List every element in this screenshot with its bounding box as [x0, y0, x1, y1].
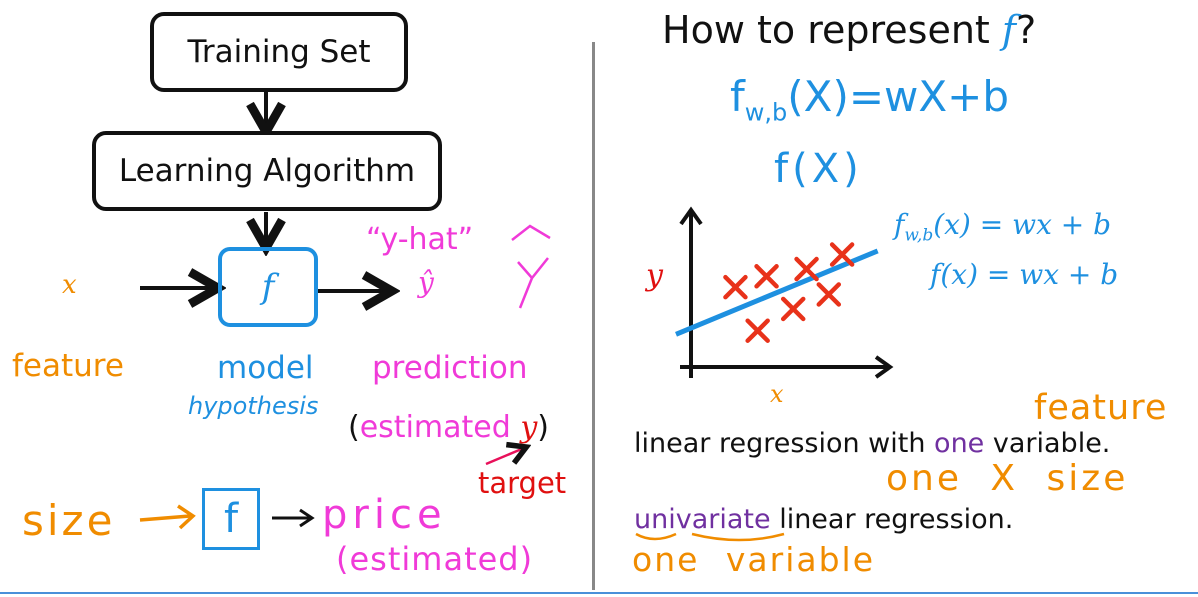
data-point-cross [754, 264, 779, 289]
title-f-symbol: f [1001, 8, 1016, 52]
arrow-target [485, 448, 524, 466]
data-point-cross [780, 296, 806, 322]
scatter-plot [675, 206, 894, 379]
one-x-size-note: one X size [886, 458, 1129, 499]
estimated-y-symbol: y [520, 410, 538, 445]
estimated-close-paren: ) [537, 410, 549, 445]
linreg-post: variable. [984, 428, 1111, 459]
y-hat-scribble [511, 224, 551, 309]
size-f-box: f [202, 488, 260, 550]
handwritten-formula: fw,b(X)=wX+b [730, 72, 1009, 126]
univariate-line: univariate linear regression. [634, 504, 1013, 535]
formula1-sub: w,b [904, 225, 934, 246]
data-point-cross [745, 318, 770, 343]
prediction-label: prediction [372, 350, 528, 386]
page-title: How to represent f? [662, 8, 1036, 52]
handwritten-fx: f(X) [774, 146, 863, 192]
training-set-box: Training Set [150, 12, 408, 92]
plot-y-arrowhead [679, 206, 703, 226]
plot-y-label: y [646, 258, 663, 293]
feature-note: feature [1034, 388, 1168, 428]
arrow-size-head [177, 504, 196, 530]
linear-regression-line: linear regression with one variable. [634, 428, 1110, 459]
linreg-pre: linear regression with [634, 428, 935, 459]
target-label: target [478, 466, 567, 500]
price-estimated-label: (estimated) [336, 540, 534, 578]
typed-formula-1: fw,b(x) = wx + b [894, 208, 1111, 246]
training-set-label: Training Set [187, 34, 371, 70]
feature-label: feature [12, 348, 124, 384]
size-label: size [22, 496, 116, 545]
handwritten-rest: (X)=wX+b [787, 72, 1010, 121]
data-point-cross [794, 256, 819, 282]
title-prefix: How to represent [662, 8, 1002, 52]
model-box: f [218, 247, 318, 327]
y-hat-label: “y-hat” [366, 222, 474, 257]
data-point-cross [816, 282, 842, 307]
title-suffix: ? [1015, 8, 1037, 52]
arrow-size-to-f [139, 514, 191, 522]
hypothesis-label: hypothesis [188, 392, 319, 420]
model-symbol: f [261, 267, 275, 307]
underline-uni [635, 532, 677, 541]
fit-line [675, 248, 879, 337]
estimated-word: estimated [359, 410, 511, 445]
price-label: price [322, 492, 447, 538]
arrow-f-head [299, 508, 315, 528]
output-y-hat-symbol: ŷ [418, 266, 434, 299]
estimated-y-note: (estimated y) [348, 410, 549, 445]
model-label: model [217, 350, 314, 386]
typed-formula-2: f(x) = wx + b [930, 258, 1119, 291]
formula1-f: f [894, 208, 905, 241]
handwritten-f: f [730, 72, 745, 121]
data-point-cross [829, 242, 855, 267]
plot-x-arrowhead [874, 355, 894, 379]
input-x-symbol: x [62, 270, 77, 300]
data-point-cross [723, 274, 748, 300]
estimated-open-paren: ( [348, 410, 360, 445]
size-f-symbol: f [223, 496, 239, 542]
one-variable-note: one variable [632, 540, 876, 579]
formula1-rest: (x) = wx + b [933, 208, 1112, 241]
univariate-post: linear regression. [770, 504, 1014, 535]
linreg-one: one [934, 428, 985, 459]
learning-algorithm-box: Learning Algorithm [92, 131, 442, 211]
underline-variate [691, 532, 785, 542]
learning-algorithm-label: Learning Algorithm [118, 153, 416, 189]
bottom-rule [0, 592, 1198, 594]
univariate-word: univariate [634, 504, 771, 535]
vertical-divider [592, 42, 595, 590]
plot-x-label: x [770, 380, 784, 408]
handwritten-sub: w,b [744, 98, 788, 127]
